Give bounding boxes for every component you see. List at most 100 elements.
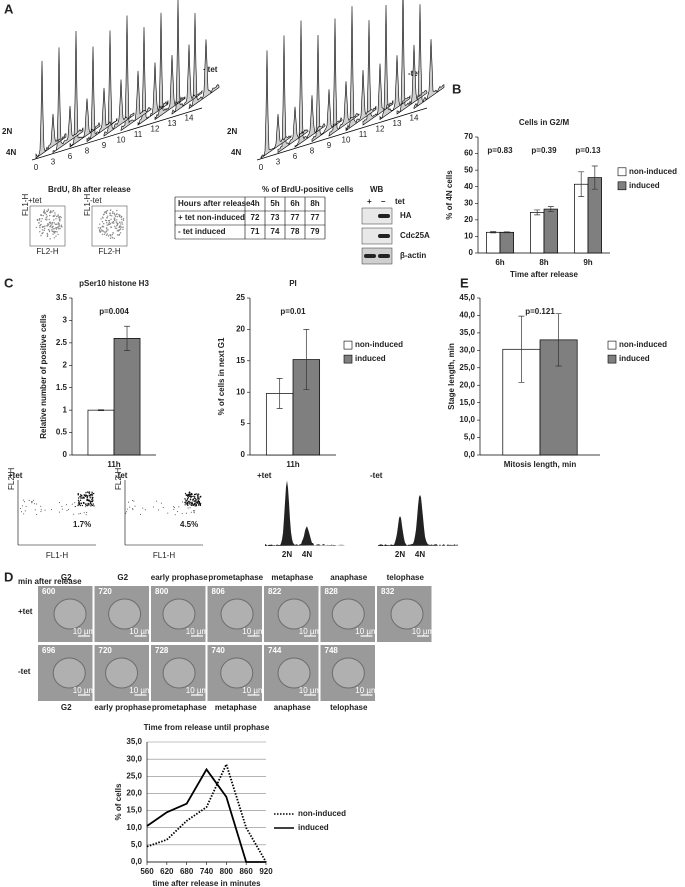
stage-label: G2 [61,703,72,712]
scale-label: 10 µm [186,686,209,695]
timestamp: 740 [212,646,226,655]
y-tick-label: 0,0 [464,450,476,459]
dot [49,222,52,224]
x-axis-title: time after release in minutes [152,879,261,887]
dot [121,218,123,221]
plot-label: +tet [8,471,23,480]
axis-label: 13 [168,119,177,128]
dot [101,221,104,223]
dot [55,228,58,230]
dot [82,501,85,504]
dot [54,212,56,214]
dot [120,223,122,225]
annotation: p=0.121 [525,307,555,316]
bar [543,208,558,254]
dot [92,492,95,495]
stage-label: anaphase [330,573,367,582]
table-cell: 73 [271,213,280,222]
y-tick-label: 70 [464,132,473,141]
dot [103,223,105,225]
y-tick-label: 0 [63,450,68,459]
annotation: p=0.01 [280,307,306,316]
error-bar [555,313,562,367]
chart-title: Cells in G2/M [519,118,570,127]
dot [83,494,85,496]
y-tick-label: 0.5 [56,428,68,437]
dot [129,506,131,508]
dot [54,223,57,226]
dot [78,502,81,504]
dot [57,233,59,236]
histogram-slice [154,12,186,121]
dot [40,234,42,237]
dot [132,509,134,511]
dot [197,493,200,495]
blot-band [378,234,390,238]
axis-label: 8 [85,147,90,156]
dot [102,229,104,232]
chart-title: PI [289,279,297,288]
dot [77,503,80,505]
dot [188,500,190,503]
dot [21,505,23,507]
dot [109,234,112,237]
x-tick-label: 680 [180,867,194,876]
dot [112,232,114,234]
dot [187,507,189,509]
dot [106,209,109,212]
annotation: p=0.83 [487,146,513,155]
dot [46,210,49,213]
error-bar [518,315,525,383]
dot [122,226,124,228]
axis [31,107,203,161]
dot [191,503,193,505]
dot [44,509,46,511]
table-cell: 77 [311,213,320,222]
y-tick-label: 60 [464,149,473,158]
bar [499,231,514,254]
table-cell: Hours after release [178,199,251,208]
x-tick-label: 620 [160,867,174,876]
y-tick-label: 50 [464,165,473,174]
dot [99,223,101,225]
dot [81,504,84,507]
dot [109,214,112,216]
x-tick-label: 800 [220,867,234,876]
histogram-slice [86,46,118,143]
plot-label: -tet [370,471,383,480]
dot [24,501,26,503]
dot [116,234,119,236]
dot [117,229,119,231]
y-tick-label: 25 [236,293,245,302]
dot [49,211,52,214]
dot [86,491,89,493]
ploidy-label: 4N [231,148,241,157]
dot [113,212,115,215]
dot [87,502,89,505]
panel-label: E [460,275,469,290]
dot [90,493,92,496]
dot [184,499,186,501]
annotation: p=0.39 [531,146,557,155]
dot [196,493,198,495]
dot [44,227,46,229]
dot [111,212,114,214]
axis-label: 3 [51,158,56,167]
line [146,767,266,863]
error-bar [124,325,131,351]
axis-title: FL1-H [83,194,92,216]
dot [191,502,193,504]
legend-label: non-induced [355,340,403,349]
dot [132,500,134,502]
dot [90,503,93,506]
blot-label: β-actin [400,251,426,260]
row-label: -tet [18,667,31,676]
x-tick-label: 6h [495,258,504,267]
dot [77,494,79,496]
table-cell: 78 [291,227,300,236]
stage-label: telophase [387,573,425,582]
dot [199,502,201,504]
dot [86,496,88,499]
table-cell: - tet induced [178,227,226,236]
histogram-slice [120,15,152,132]
